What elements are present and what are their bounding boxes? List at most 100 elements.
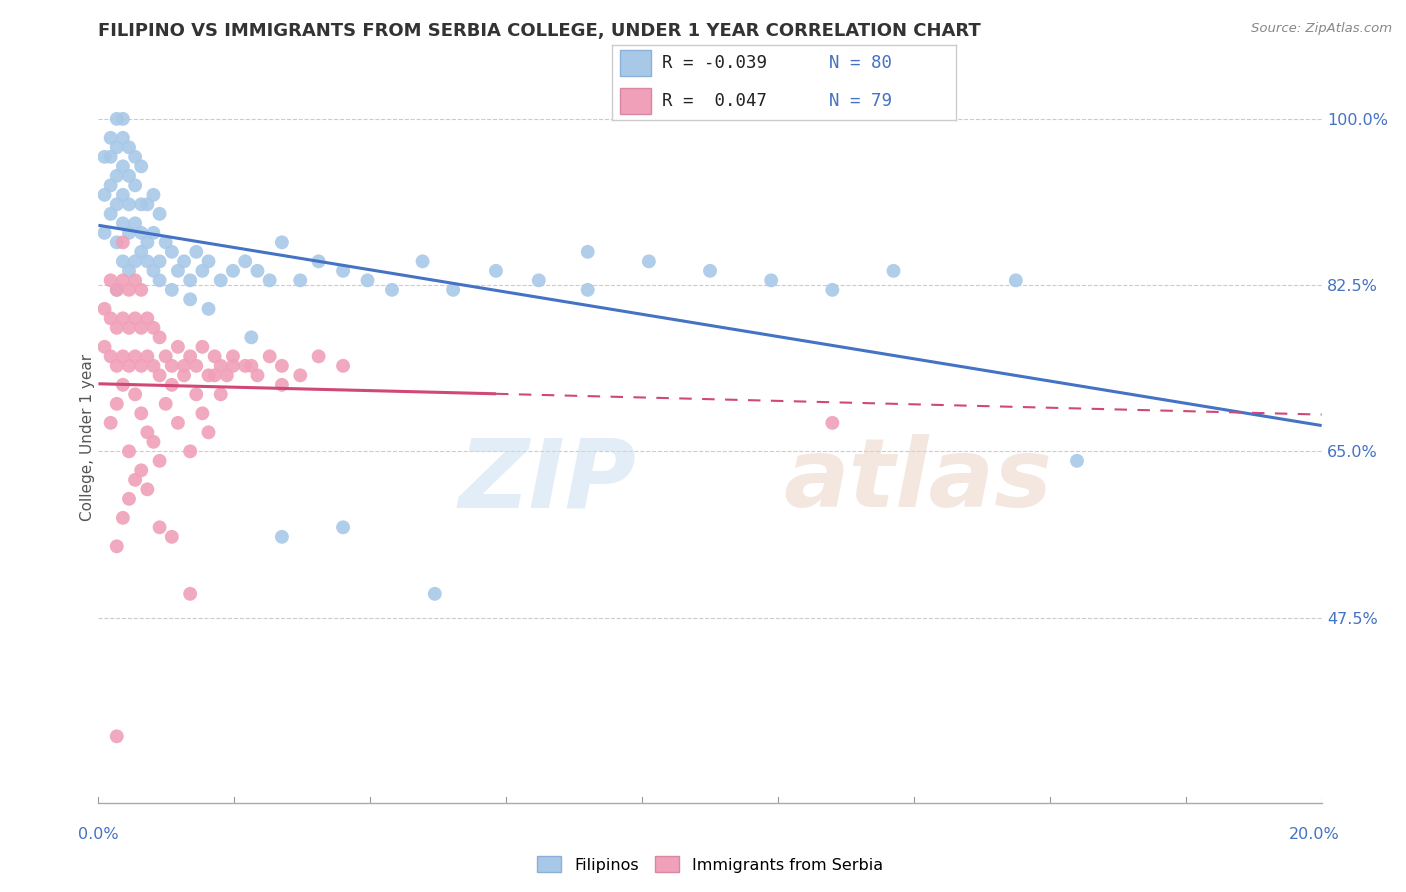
Point <box>93 226 115 240</box>
Point <box>240 330 263 344</box>
Bar <box>620 87 651 114</box>
Text: N = 80: N = 80 <box>828 54 891 71</box>
Point <box>699 264 721 278</box>
Point <box>93 301 115 316</box>
Point <box>215 368 238 383</box>
Point <box>111 349 134 363</box>
Point <box>485 264 508 278</box>
Point <box>259 349 281 363</box>
Point <box>155 349 177 363</box>
Point <box>142 434 165 449</box>
Point <box>576 283 599 297</box>
Point <box>290 368 312 383</box>
Text: 0.0%: 0.0% <box>79 827 118 841</box>
Point <box>93 150 115 164</box>
Point <box>118 226 141 240</box>
Point <box>100 131 122 145</box>
Point <box>204 368 226 383</box>
Point <box>381 283 404 297</box>
Point <box>233 359 256 373</box>
Point <box>118 140 141 154</box>
Point <box>167 416 190 430</box>
Point <box>222 349 245 363</box>
Text: R = -0.039: R = -0.039 <box>662 54 766 71</box>
Point <box>129 226 152 240</box>
Point <box>308 254 330 268</box>
Point <box>204 349 226 363</box>
Point <box>142 321 165 335</box>
Point <box>111 187 134 202</box>
Point <box>93 340 115 354</box>
Point <box>222 264 245 278</box>
Point <box>136 425 159 440</box>
Point <box>129 283 152 297</box>
Point <box>191 264 214 278</box>
Point <box>179 444 201 458</box>
Point <box>100 416 122 430</box>
Point <box>149 454 172 468</box>
Point <box>412 254 434 268</box>
Point <box>129 406 152 420</box>
Point <box>173 368 195 383</box>
Point <box>149 254 172 268</box>
Point <box>149 273 172 287</box>
Point <box>142 264 165 278</box>
Point <box>883 264 905 278</box>
Point <box>259 273 281 287</box>
Point <box>111 216 134 230</box>
Point <box>197 368 219 383</box>
Point <box>124 150 146 164</box>
Point <box>1004 273 1026 287</box>
Point <box>111 112 134 126</box>
Point <box>129 463 152 477</box>
Point <box>129 197 152 211</box>
Point <box>100 178 122 193</box>
Point <box>233 254 256 268</box>
Point <box>124 311 146 326</box>
Legend: Filipinos, Immigrants from Serbia: Filipinos, Immigrants from Serbia <box>531 849 889 879</box>
Point <box>142 226 165 240</box>
Point <box>356 273 378 287</box>
Point <box>111 159 134 173</box>
Point <box>332 264 354 278</box>
Point <box>191 340 214 354</box>
Point <box>821 416 844 430</box>
Point <box>118 264 141 278</box>
Point <box>191 406 214 420</box>
Point <box>759 273 782 287</box>
Point <box>118 321 141 335</box>
Point <box>222 359 245 373</box>
Point <box>124 178 146 193</box>
Point <box>186 387 208 401</box>
Point <box>246 264 269 278</box>
Point <box>100 349 122 363</box>
Bar <box>620 50 651 77</box>
Point <box>160 244 183 259</box>
Point <box>149 330 172 344</box>
Point <box>105 539 128 553</box>
Point <box>118 491 141 506</box>
Point <box>105 140 128 154</box>
Point <box>129 321 152 335</box>
Point <box>142 187 165 202</box>
Text: atlas: atlas <box>783 434 1053 527</box>
Point <box>129 359 152 373</box>
Point <box>105 283 128 297</box>
Point <box>124 273 146 287</box>
Point <box>105 197 128 211</box>
Point <box>105 235 128 250</box>
Point <box>136 349 159 363</box>
Point <box>821 283 844 297</box>
Point <box>270 377 292 392</box>
Point <box>186 244 208 259</box>
Point <box>124 473 146 487</box>
Point <box>209 387 232 401</box>
Point <box>240 359 263 373</box>
Point <box>270 359 292 373</box>
Point <box>1066 454 1088 468</box>
Point <box>118 197 141 211</box>
Point <box>111 254 134 268</box>
Point <box>124 216 146 230</box>
Point <box>290 273 312 287</box>
Point <box>527 273 550 287</box>
